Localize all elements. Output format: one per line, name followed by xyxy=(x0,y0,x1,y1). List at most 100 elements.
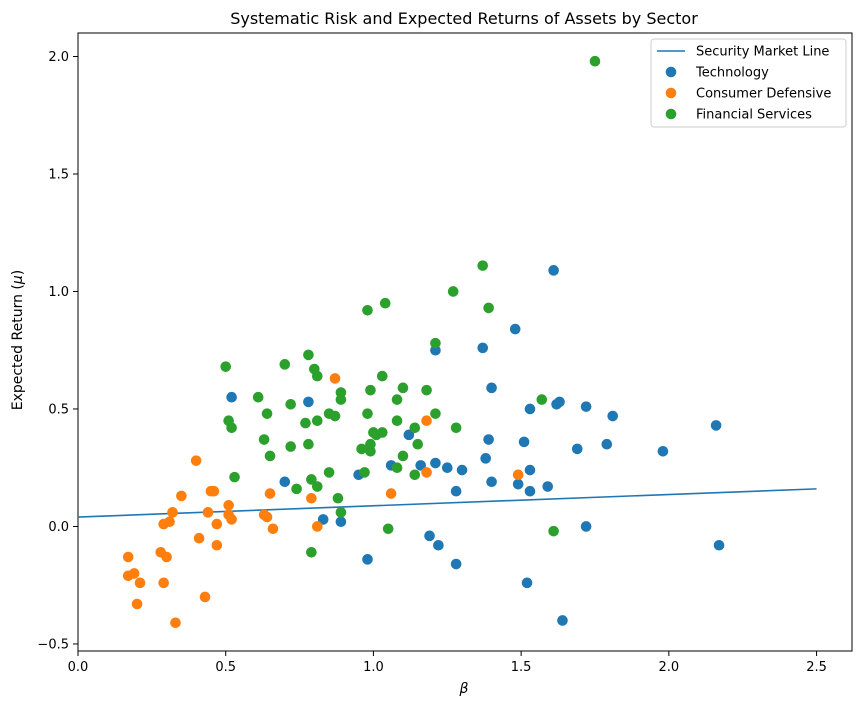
technology-point xyxy=(542,481,554,492)
x-tick-label: 0.0 xyxy=(68,660,89,675)
consumer-defensive-point xyxy=(311,521,323,532)
financial-services-point xyxy=(335,507,347,518)
financial-services-point xyxy=(311,415,323,427)
consumer-defensive-point xyxy=(226,514,237,525)
financial-services-point xyxy=(391,415,403,427)
security-market-line xyxy=(77,488,817,518)
technology-point xyxy=(710,420,722,431)
financial-services-point xyxy=(356,443,367,455)
consumer-defensive-point xyxy=(164,516,175,528)
technology-point xyxy=(424,530,435,542)
technology-point xyxy=(450,558,462,570)
financial-services-point xyxy=(258,434,270,445)
technology-point xyxy=(509,323,521,335)
consumer-defensive-point xyxy=(264,488,276,499)
x-axis-title: β xyxy=(459,681,469,697)
technology-point xyxy=(512,478,524,490)
consumer-defensive-point xyxy=(161,551,172,563)
financial-services-point xyxy=(376,370,388,382)
technology-point xyxy=(483,434,494,445)
technology-point xyxy=(657,445,669,457)
financial-services-point xyxy=(306,547,317,558)
technology-point xyxy=(279,476,291,488)
y-axis-title-suffix: ) xyxy=(10,270,26,275)
financial-services-point xyxy=(397,382,409,394)
consumer-defensive-point xyxy=(158,577,169,589)
chart-title: Systematic Risk and Expected Returns of … xyxy=(230,9,698,28)
financial-services-point xyxy=(220,361,232,372)
technology-point xyxy=(403,429,415,441)
technology-point xyxy=(441,462,453,474)
consumer-defensive-point xyxy=(267,523,279,535)
x-tick-label: 2.0 xyxy=(658,660,679,675)
plot-area: 0.0 0.5 1.0 1.5 2.0 2.5 −0.5 0.0 0.5 1.0 1.5 2.0 xyxy=(37,32,853,675)
legend-label: Technology xyxy=(695,66,769,81)
financial-services-point xyxy=(379,297,391,309)
y-tick-label: 2.0 xyxy=(48,50,69,65)
technology-point xyxy=(477,342,489,354)
financial-services-point xyxy=(450,422,462,434)
y-tick-label: 0.0 xyxy=(48,520,69,535)
consumer-defensive-point xyxy=(170,617,181,629)
financial-services-point xyxy=(589,55,601,67)
consumer-defensive-point xyxy=(211,539,223,551)
financial-services-point xyxy=(329,410,341,422)
financial-services-point xyxy=(362,408,373,419)
y-tick-label: 1.0 xyxy=(48,285,69,300)
consumer-defensive-point xyxy=(199,591,211,603)
financial-services-point xyxy=(536,394,548,405)
financial-services-point xyxy=(376,427,388,438)
x-tick-label: 0.5 xyxy=(215,660,236,675)
financial-services-point xyxy=(306,474,317,485)
technology-point xyxy=(524,464,536,476)
financial-services-point xyxy=(548,525,559,537)
financial-services-point xyxy=(226,422,237,434)
legend-marker xyxy=(665,108,677,120)
technology-point xyxy=(571,443,583,455)
y-tick-label: 0.5 xyxy=(48,402,69,417)
legend-marker xyxy=(665,87,677,99)
technology-point xyxy=(433,539,444,551)
consumer-defensive-point xyxy=(512,469,524,481)
technology-point xyxy=(415,460,426,471)
legend-marker xyxy=(665,66,677,78)
plot-frame xyxy=(77,32,853,652)
technology-point xyxy=(317,514,329,525)
financial-services-point xyxy=(430,408,441,419)
technology-point xyxy=(554,396,565,408)
consumer-defensive-point xyxy=(208,485,220,497)
legend-label: Consumer Defensive xyxy=(696,87,831,102)
financial-services-point xyxy=(229,471,240,483)
financial-services-point xyxy=(285,441,297,452)
financial-services-point xyxy=(335,387,347,398)
legend-label: Security Market Line xyxy=(696,45,829,60)
financial-services-point xyxy=(323,467,335,478)
technology-point xyxy=(601,438,613,450)
financial-services-point xyxy=(391,394,403,405)
consumer-defensive-point xyxy=(193,532,205,544)
technology-point xyxy=(335,516,347,528)
technology-point xyxy=(430,457,441,469)
financial-services-point xyxy=(483,302,494,314)
financial-services-point xyxy=(409,469,421,481)
financial-services-point xyxy=(391,462,403,474)
technology-point xyxy=(518,436,530,448)
technology-point xyxy=(548,265,559,276)
legend-box xyxy=(650,38,847,128)
financial-services-point xyxy=(252,391,264,403)
consumer-defensive-point xyxy=(131,598,143,610)
consumer-defensive-point xyxy=(223,500,234,511)
y-axis-title-symbol: μ xyxy=(10,275,26,285)
financial-services-point xyxy=(409,422,421,434)
financial-services-point xyxy=(365,384,376,396)
legend: Security Market Line Technology Consumer D… xyxy=(650,38,847,128)
technology-point xyxy=(226,391,237,403)
consumer-defensive-point xyxy=(211,518,223,530)
financial-services-point xyxy=(430,337,441,349)
technology-point xyxy=(303,396,314,408)
y-axis-title-prefix: Expected Return ( xyxy=(10,284,26,410)
consumer-defensive-point xyxy=(421,467,432,478)
financial-services-point xyxy=(303,438,314,450)
financial-services-point xyxy=(447,286,459,297)
